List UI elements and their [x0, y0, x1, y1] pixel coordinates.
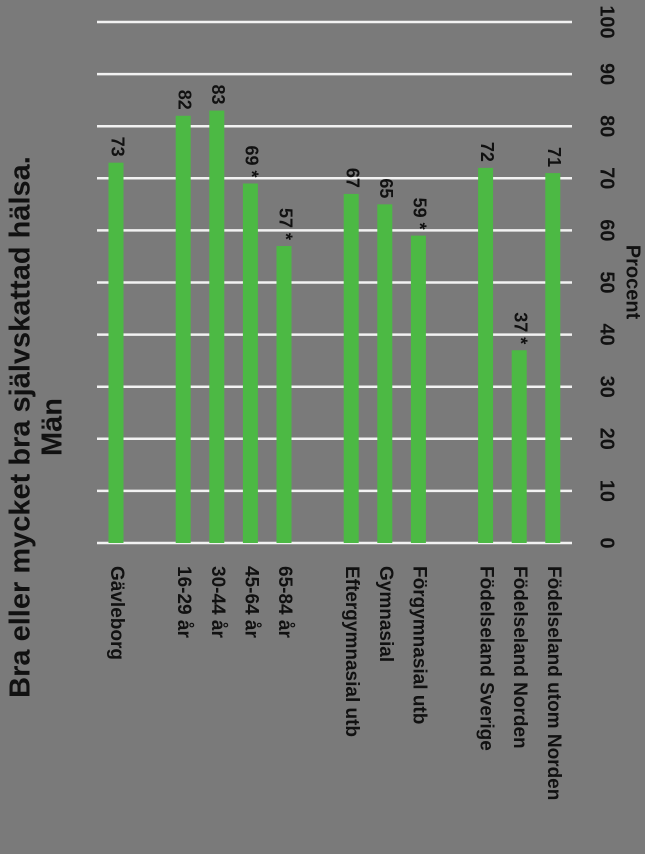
category-label: Förgymnasial utb [408, 566, 429, 724]
category-label: 30-44 år [207, 566, 228, 638]
bar [343, 193, 359, 543]
data-label: 67 [342, 168, 362, 188]
category-label: Födelseland Sverige [476, 566, 497, 751]
tick-label: 80 [596, 115, 618, 137]
bar [209, 110, 225, 543]
data-label: 71 [544, 147, 564, 167]
category-label: Eftergymnasial utb [341, 566, 362, 737]
bar [545, 173, 561, 543]
tick-label: 90 [596, 63, 618, 85]
category-label: Födelseland utom Norden [543, 566, 564, 800]
category-label: Gymnasial [375, 566, 396, 662]
data-label: 83 [208, 85, 228, 105]
chart-subtitle: Män [37, 398, 69, 456]
bar [276, 246, 292, 543]
tick-label: 20 [596, 428, 618, 450]
axis-label: Procent [622, 245, 644, 320]
bar [242, 183, 258, 543]
category-label: Gävleborg [106, 566, 127, 660]
data-label: 69 * [242, 145, 262, 177]
tick-label: 70 [596, 167, 618, 189]
bar [108, 162, 124, 544]
tick-label: 0 [596, 537, 618, 548]
bar [410, 235, 426, 544]
category-label: 16-29 år [173, 566, 194, 638]
data-label: 82 [174, 90, 194, 110]
data-label: 73 [107, 137, 127, 157]
bar [175, 115, 191, 543]
bar [511, 350, 527, 543]
data-label: 57 * [275, 208, 295, 240]
data-label: 37 * [510, 312, 530, 344]
bars [108, 110, 561, 544]
tick-label: 100 [596, 5, 618, 38]
tick-label: 60 [596, 219, 618, 241]
data-label: 65 [376, 178, 396, 198]
category-label: 65-84 år [274, 566, 295, 638]
tick-label: 50 [596, 271, 618, 293]
tick-label: 40 [596, 323, 618, 345]
tick-labels: 0 10 20 30 40 50 60 70 80 90 100 [596, 5, 618, 548]
tick-label: 30 [596, 376, 618, 398]
category-label: Födelseland Norden [509, 566, 530, 749]
data-label: 59 * [410, 198, 430, 230]
category-label: 45-64 år [240, 566, 261, 638]
bar [377, 204, 393, 543]
category-labels: Gävleborg 16-29 år 30-44 år 45-64 år 65-84 å… [106, 566, 564, 800]
bar [478, 167, 494, 543]
chart-title: Bra eller mycket bra självskattad hälsa. [5, 156, 37, 698]
data-label: 72 [477, 142, 497, 162]
tick-label: 10 [596, 480, 618, 502]
data-labels: 73 82 83 69 * 57 * 67 65 59 * 72 37 * 71 [107, 85, 564, 345]
